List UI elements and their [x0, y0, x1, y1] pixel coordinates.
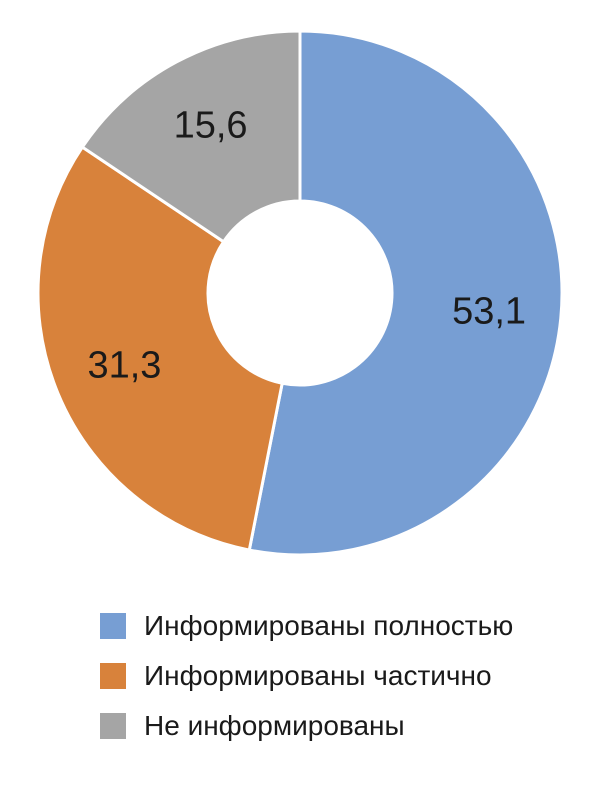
legend-label: Информированы полностью — [144, 610, 514, 641]
legend-swatch — [100, 663, 126, 689]
slice-value-label: 53,1 — [452, 290, 526, 332]
donut-slice-1 — [36, 145, 284, 552]
donut-slice-0 — [247, 29, 564, 557]
donut-slice-2 — [80, 29, 302, 244]
slice-value-label: 15,6 — [174, 104, 248, 146]
legend-label: Не информированы — [144, 710, 405, 741]
legend-swatch — [100, 713, 126, 739]
slice-value-label: 31,3 — [87, 345, 161, 387]
legend-item-partially-informed: Информированы частично — [100, 660, 513, 691]
legend-item-not-informed: Не информированы — [100, 710, 513, 741]
legend-swatch — [100, 613, 126, 639]
donut-chart: 53,1 31,3 15,6 — [36, 29, 564, 557]
legend-label: Информированы частично — [144, 660, 492, 691]
legend-item-fully-informed: Информированы полностью — [100, 610, 514, 641]
chart-legend: Информированы полностью Информированы ча… — [100, 610, 514, 762]
